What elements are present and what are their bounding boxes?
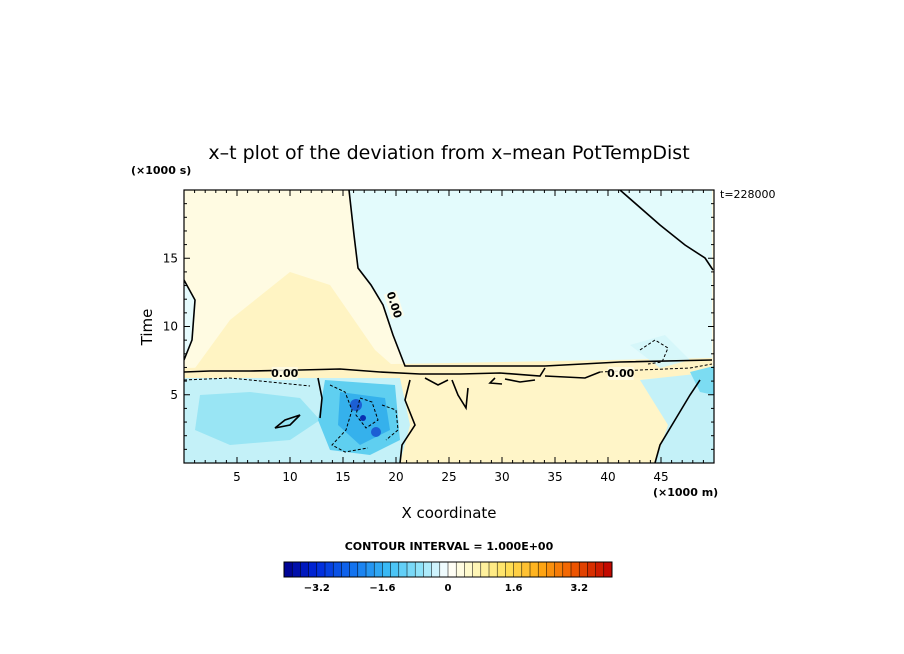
colorbar-swatch [366,562,375,577]
colorbar-swatch [284,562,293,577]
x-tick-label: 45 [653,470,668,484]
x-tick-label: 30 [494,470,509,484]
colorbar-swatch [349,562,359,577]
colorbar-swatch [439,562,449,577]
colorbar-swatch [587,562,596,577]
zero-contour-left-edge [184,279,196,361]
contour-interval-label: CONTOUR INTERVAL = 1.000E+00 [345,540,554,553]
y-axis-label: Time [138,309,156,347]
colorbar-swatch [357,562,367,577]
colorbar-swatch [579,562,588,577]
contour-label-bg [383,290,405,320]
zero-contour-main [348,190,713,367]
x-tick-label: 10 [282,470,297,484]
colorbar-tick-label: 3.2 [570,583,588,594]
colorbar-swatch [374,562,383,577]
colorbar-swatch [390,562,400,577]
y-tick-label: 5 [170,388,178,402]
colorbar-swatch [562,562,572,577]
colorbar-swatch [480,562,490,577]
colorbar-swatch [292,562,301,577]
contour-label: 0.00 [607,367,634,380]
y-unit-label: (×1000 s) [131,164,191,177]
colorbar-swatch [431,562,441,577]
colorbar-tick-labels: −3.2 −1.6 0 1.6 3.2 [304,583,588,594]
colorbar-swatch [341,562,350,577]
x-tick-label: 5 [233,470,241,484]
colorbar-swatch [554,562,564,577]
y-axis-ticks: 5 10 15 [163,203,714,450]
time-stamp-label: t=228000 [720,188,776,201]
field-cool-right-core [690,366,714,395]
contour-label-bg [607,367,634,381]
colorbar-swatch [456,562,465,577]
colorbar [283,561,613,578]
colorbar-swatch [316,562,326,577]
contour-label-group: 0.000.00 0.00 [271,290,635,381]
contour-label: 0.00 [271,367,298,380]
colorbar-swatch [513,562,523,577]
colorbar-swatch [538,562,547,577]
chart-title: x–t plot of the deviation from x–mean Po… [208,142,689,164]
colorbar-tick-label: −3.2 [304,583,330,594]
colorbar-swatch [595,562,605,577]
colorbar-frame [283,561,613,578]
zero-contour-lower-right [654,379,701,463]
colorbar-swatch [521,562,531,577]
x-tick-label: 35 [547,470,562,484]
colorbar-swatch [308,562,318,577]
colorbar-swatch [382,562,391,577]
field-warm-lower [400,378,700,463]
zero-contour-band [184,367,546,377]
colorbar-swatch [472,562,482,577]
colorbar-swatch [300,562,309,577]
x-axis-label: X coordinate [401,504,496,522]
contour-label-bg [271,367,298,381]
x-tick-label: 20 [388,470,403,484]
colorbar-swatch [505,562,514,577]
field-warm-hump [190,272,400,375]
colorbar-swatch [546,562,555,577]
x-tick-label: 25 [441,470,456,484]
negative-contours [184,339,713,453]
colorbar-swatch [497,562,506,577]
colorbar-tick-label: 1.6 [505,583,523,594]
zero-contour-lower-mid [399,379,416,463]
colorbar-swatch [325,562,334,577]
colorbar-swatch [398,562,408,577]
colorbar-swatch [415,562,424,577]
y-tick-label: 15 [163,251,178,265]
colorbar-swatch [423,562,432,577]
plot-field [184,190,714,463]
x-tick-label: 15 [335,470,350,484]
colorbar-tick-label: 0 [445,583,452,594]
field-left-cool-edge [184,280,196,362]
x-unit-label: (×1000 m) [653,486,718,499]
x-tick-label: 40 [600,470,615,484]
field-cool-region [349,190,712,366]
field-cool-lower-left-2 [195,392,320,445]
colorbar-swatch [333,562,342,577]
y-tick-label: 10 [163,320,178,334]
colorbar-swatch [407,562,416,577]
zero-contour-upper-right [619,190,714,271]
colorbar-tick-label: −1.6 [369,583,395,594]
colorbar-swatch [448,562,457,577]
field-cool-right-blob [630,335,690,368]
colorbar-swatch [489,562,498,577]
colorbar-swatch [603,562,613,577]
contour-lines [184,190,714,463]
x-axis-ticks: 5 10 15 20 25 30 35 40 45 [194,190,704,484]
colorbar-swatch [571,562,580,577]
colorbar-swatch [530,562,539,577]
colorbar-swatch [464,562,473,577]
